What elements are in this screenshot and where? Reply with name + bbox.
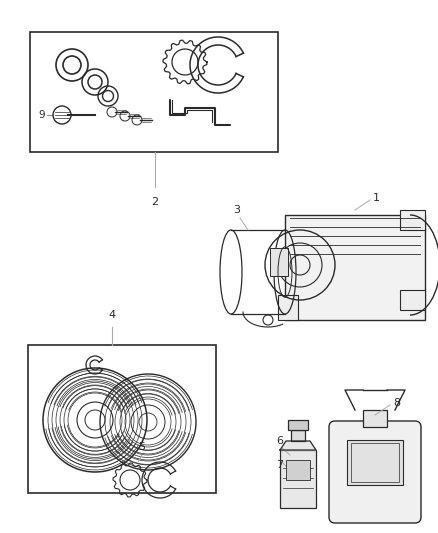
Bar xyxy=(270,248,288,276)
Text: m: m xyxy=(367,457,383,472)
Bar xyxy=(363,410,387,427)
Text: 4: 4 xyxy=(109,310,116,320)
Bar xyxy=(285,215,425,320)
Bar xyxy=(400,290,425,310)
Bar xyxy=(288,420,308,430)
Text: 2: 2 xyxy=(152,197,159,207)
Text: 3: 3 xyxy=(233,205,240,215)
Text: 6: 6 xyxy=(276,436,283,446)
FancyBboxPatch shape xyxy=(329,421,421,523)
Bar xyxy=(285,215,425,320)
Bar xyxy=(278,295,298,320)
Text: 9: 9 xyxy=(39,110,45,120)
Text: 1: 1 xyxy=(373,193,380,203)
Bar xyxy=(280,450,316,508)
Bar xyxy=(291,430,305,441)
Bar xyxy=(30,32,278,152)
Polygon shape xyxy=(280,441,316,450)
Bar xyxy=(286,460,310,480)
Bar xyxy=(351,443,399,482)
Text: 8: 8 xyxy=(393,398,400,408)
Bar xyxy=(347,440,403,485)
Bar xyxy=(28,345,216,493)
Text: 7: 7 xyxy=(276,460,283,470)
Text: 5: 5 xyxy=(138,442,145,452)
Bar xyxy=(400,210,425,230)
